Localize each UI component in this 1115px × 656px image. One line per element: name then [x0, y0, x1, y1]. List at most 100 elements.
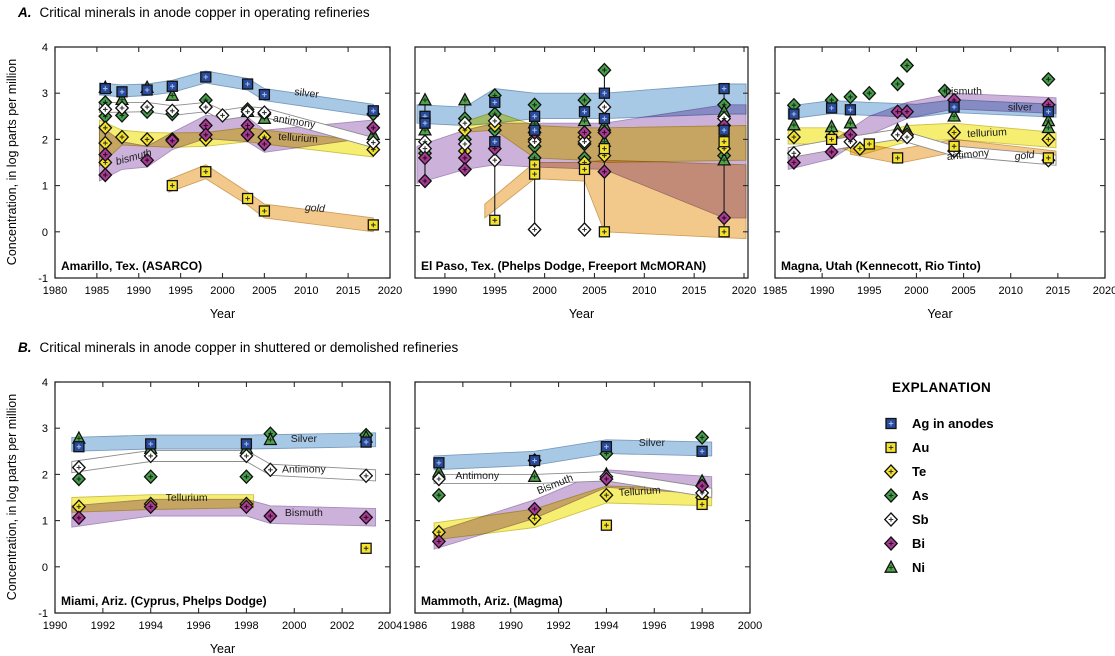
marker-Au: [863, 138, 875, 150]
x-tick-label: 2000: [904, 285, 928, 297]
band-label-silver: silver: [1008, 101, 1033, 113]
marker-Bi: [457, 161, 472, 177]
marker-As: [890, 76, 905, 92]
marker-Sb: [239, 448, 254, 464]
marker-Sb: [257, 105, 272, 121]
marker-Au: [825, 133, 838, 146]
y-tick-label: 4: [42, 42, 48, 54]
marker-Ni: [786, 117, 801, 131]
marker-Bi: [843, 127, 858, 143]
panel-mammoth: Silver Antimony Bismuth Tellurium 1986 1988 19…: [388, 373, 762, 656]
band-label-bismuth: Bismuth: [285, 507, 323, 519]
marker-Ag: [788, 108, 800, 120]
marker-Ag: [844, 104, 857, 116]
marker-Ag: [73, 441, 85, 453]
band-label-silver: silver: [294, 86, 320, 101]
marker-Bi: [417, 173, 433, 189]
y-tick-label: 0: [42, 227, 48, 239]
marker-Sb: [527, 134, 542, 150]
marker-Bi: [431, 533, 446, 549]
series-Ag: [419, 82, 730, 148]
marker-Ni: [843, 115, 858, 129]
band-label-gold: gold: [1014, 149, 1036, 163]
marker-Te: [599, 487, 614, 503]
marker-Bi: [599, 471, 614, 487]
x-tick-label: 2010: [632, 285, 656, 297]
band-gold: [168, 164, 374, 233]
y-tick-label: -1: [38, 273, 48, 285]
marker-Ni: [418, 92, 432, 106]
x-tick-label: 1985: [763, 285, 787, 297]
axis-tick-labels: 1990 1995 2000 2005 2010 2015 2020: [433, 285, 757, 297]
marker-Ni: [717, 152, 732, 166]
marker-Ag: [718, 124, 730, 136]
marker-As: [143, 469, 158, 485]
marker-Bi: [577, 125, 592, 140]
series-Ag: [433, 441, 708, 469]
band-label-antimony: Antimony: [282, 464, 327, 476]
y-tick-label: 2: [42, 469, 48, 481]
marker-Au: [598, 226, 611, 238]
x-tick-label: 1992: [91, 620, 115, 632]
x-tick-label: 1980: [43, 285, 67, 297]
x-tick-label: 1990: [810, 285, 834, 297]
marker-Ag: [825, 102, 838, 114]
marker-Ag: [419, 117, 431, 129]
axis-frame: [414, 46, 749, 279]
series-Bi: [431, 471, 710, 549]
x-tick-label: 2015: [1046, 285, 1070, 297]
marker-Sb: [577, 134, 592, 150]
y-tick-label: 1: [42, 516, 48, 528]
marker-Ag: [598, 112, 611, 125]
marker-Bi: [824, 144, 839, 160]
marker-Sb: [198, 99, 213, 115]
legend-item-as: As: [862, 483, 1112, 507]
bi-diamond-icon: [882, 534, 900, 552]
band-label-tellurium: tellurium: [967, 126, 1008, 140]
marker-Ag: [240, 438, 253, 450]
marker-Sb: [899, 129, 915, 145]
y-tick-label: 1: [42, 181, 48, 193]
band-tellurium: [433, 485, 713, 541]
marker-Bi: [257, 136, 272, 152]
series-Bi: [71, 499, 374, 526]
axis-tick-labels: 1985 1990 1995 2000 2005 2010 2015 2020: [763, 285, 1115, 297]
legend-marker-svg: [883, 488, 899, 503]
marker-Bi: [597, 164, 612, 180]
legend-item-sb: Sb: [862, 507, 1112, 531]
panel-title: Magna, Utah (Kennecott, Rio Tinto): [781, 259, 981, 273]
au-square-icon: [882, 438, 900, 456]
y-tick-label: 0: [42, 562, 48, 574]
marker-Sb: [577, 222, 592, 237]
axis-tick-labels: 1986 1988 1990 1992 1994 1996 1998 2000: [403, 620, 762, 632]
marker-Te: [1041, 131, 1056, 147]
axis-ticks: [54, 46, 391, 279]
x-tick-label: 1990: [433, 285, 457, 297]
x-tick-label: 1992: [546, 620, 570, 632]
x-tick-label: 1988: [451, 620, 475, 632]
marker-Bi: [899, 104, 915, 120]
axis-ticks: [774, 46, 1106, 279]
marker-Au: [166, 179, 178, 192]
x-tick-label: 2010: [294, 285, 318, 297]
marker-Ni: [884, 559, 898, 573]
band-label-silver: Silver: [291, 433, 318, 445]
x-tick-label: 1994: [138, 620, 162, 632]
marker-Au: [528, 168, 541, 180]
marker-Bi: [417, 150, 433, 166]
marker-Au: [718, 226, 730, 238]
sb-diamond-icon: [882, 510, 900, 528]
marker-Bi: [717, 210, 732, 226]
legend-title: EXPLANATION: [892, 380, 992, 395]
chart-elpaso: 1990 1995 2000 2005 2010 2015 2020 El Paso, Tex…: [414, 46, 757, 321]
panel-magna: bismuth silver tellurium antimony gold 1985 19…: [748, 38, 1115, 330]
x-axis-label: Year: [570, 642, 595, 656]
y-axis-label-row-a: Concentration, in log parts per million: [5, 58, 19, 266]
legend-item-te: Te: [862, 459, 1112, 483]
marker-Te: [527, 510, 542, 526]
band-label-tellurium: Tellurium: [166, 492, 208, 504]
x-tick-label: 2002: [330, 620, 354, 632]
legend-marker-svg: [885, 417, 897, 430]
marker-Sb: [165, 103, 180, 119]
y-tick-label: 4: [42, 377, 48, 389]
